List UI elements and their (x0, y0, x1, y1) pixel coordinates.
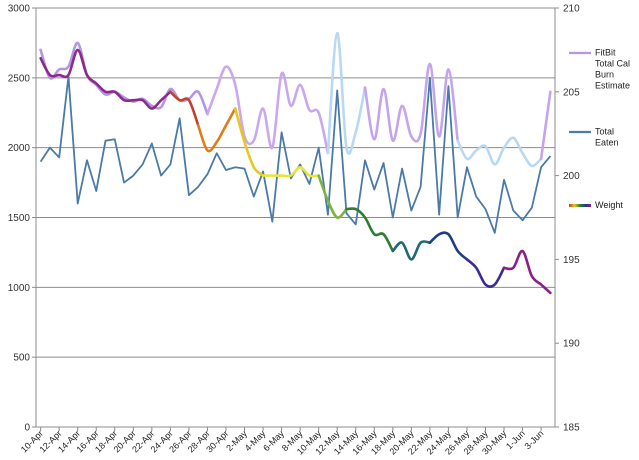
series-line-weight-segment (196, 107, 237, 153)
legend-label: Weight (595, 200, 623, 210)
left-tick-label: 2500 (8, 73, 31, 84)
right-tick-label: 210 (563, 4, 580, 15)
series-line-weight-segment (39, 48, 172, 110)
right-tick-label: 200 (563, 171, 580, 182)
right-axis: 185 190 195 200 205 210 (555, 4, 580, 434)
series-line-weight-segment (261, 165, 320, 178)
series-group (39, 31, 552, 295)
legend-label: Estimate (595, 81, 630, 91)
series-line-fitbit-total-cal-burn-estimate-segment (326, 31, 367, 155)
left-tick-label: 3000 (8, 4, 31, 15)
series-line-fitbit-total-cal-burn-estimate-segment (206, 65, 330, 155)
series-line-weight-segment (233, 107, 265, 177)
series-line-weight-segment (169, 90, 200, 127)
series-line-weight-segment (317, 174, 348, 219)
legend-label: FitBit (595, 48, 616, 58)
legend-swatch (569, 204, 591, 207)
series-line-fitbit-total-cal-burn-estimate-segment (456, 136, 543, 168)
gridlines (35, 7, 556, 428)
left-tick-label: 1000 (8, 283, 31, 294)
series-line-weight-segment (428, 231, 469, 261)
legend-label: Burn (595, 70, 614, 80)
right-tick-label: 205 (563, 87, 580, 98)
series-line-weight-segment (391, 240, 432, 261)
legend-label: Total Cal (595, 59, 630, 69)
right-tick-label: 190 (563, 339, 580, 350)
right-tick-label: 185 (563, 423, 580, 434)
left-tick-label: 0 (24, 423, 30, 434)
left-axis: 0 500 1000 1500 2000 2500 3000 (8, 4, 36, 434)
right-tick-label: 195 (563, 255, 580, 266)
series-line-fitbit-total-cal-burn-estimate-segment (363, 62, 459, 143)
legend-label: Eaten (595, 138, 619, 148)
left-tick-label: 1500 (8, 213, 31, 224)
series-line-weight-segment (502, 249, 552, 295)
left-tick-label: 500 (13, 353, 30, 364)
left-tick-label: 2000 (8, 143, 31, 154)
legend-label: Total (595, 127, 614, 137)
series-line-weight-segment (465, 258, 506, 288)
series-line-fitbit-total-cal-burn-estimate-segment (539, 90, 552, 161)
series-line-weight-segment (345, 207, 395, 253)
